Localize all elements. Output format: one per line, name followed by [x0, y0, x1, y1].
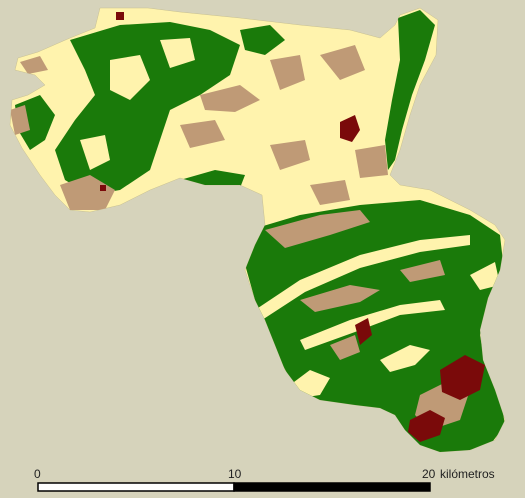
scale-tick-20: 20: [422, 467, 436, 481]
scrubland-patch: [60, 175, 115, 210]
cropland-patch: [160, 38, 195, 68]
urban-area: [408, 410, 445, 442]
scrubland-patch: [180, 120, 225, 148]
scrubland-patch: [265, 210, 370, 248]
urban-area: [355, 318, 372, 345]
urban-area: [340, 115, 360, 142]
scrubland-patch: [320, 45, 365, 80]
scale-tick-10: 10: [228, 467, 242, 481]
scrubland-patch: [400, 260, 445, 282]
scale-bar: [37, 482, 431, 492]
scrubland-patch: [270, 55, 305, 90]
urban-area: [116, 12, 124, 20]
forest-patch-north-central: [240, 25, 285, 55]
scale-unit-label: kilómetros: [440, 467, 495, 481]
urban-area: [100, 185, 106, 191]
scale-bar-segment-1: [37, 482, 235, 492]
urban-area: [440, 355, 485, 400]
scrubland-patch: [200, 85, 260, 112]
forest-patch-east-strip: [385, 10, 435, 170]
cropland-streak: [300, 300, 445, 350]
cropland-streak: [380, 345, 430, 372]
scrubland-patch: [20, 56, 48, 74]
cropland-streak: [255, 235, 470, 320]
scrubland-patch: [310, 180, 350, 205]
scrubland-patch: [300, 285, 380, 312]
cropland-patch: [80, 135, 110, 170]
scrubland-patch: [270, 140, 310, 170]
scrubland-patch: [355, 145, 388, 178]
scrubland-patch: [10, 105, 30, 135]
cropland-streak: [470, 262, 500, 290]
scale-tick-0: 0: [34, 467, 41, 481]
cropland-patch: [110, 55, 150, 100]
scale-bar-segment-2: [233, 482, 431, 492]
scrubland-patch: [330, 335, 360, 360]
